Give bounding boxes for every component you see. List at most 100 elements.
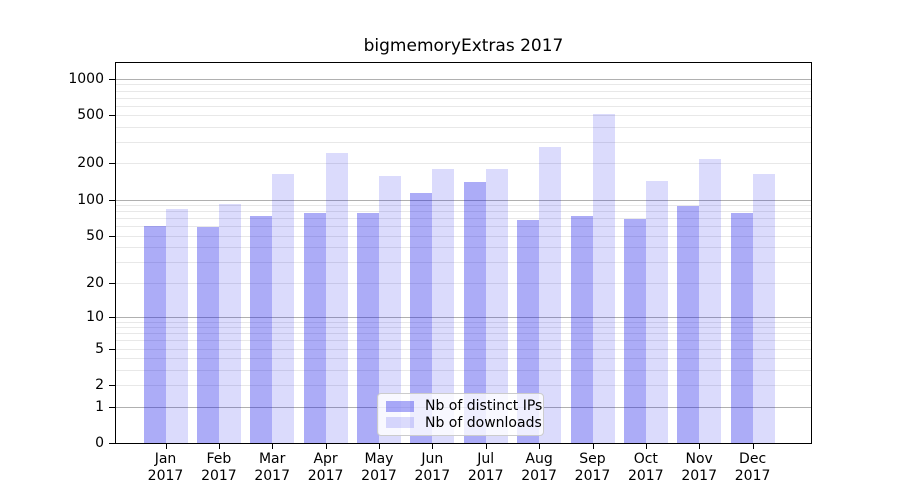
- bar-downloads-nov: [699, 158, 722, 443]
- gridline-minor-5: [116, 348, 811, 350]
- y-tick-label-0: 0: [95, 435, 104, 451]
- gridline-minor-90: [116, 205, 811, 207]
- gridline-minor-600: [116, 105, 811, 107]
- bar-downloads-jan: [165, 209, 188, 443]
- gridline-minor-70: [116, 218, 811, 220]
- x-tick-mark-sep: [592, 444, 594, 449]
- gridline-minor-800: [116, 90, 811, 92]
- y-tick-mark-100: [109, 199, 115, 201]
- gridline-minor-4: [116, 358, 811, 360]
- legend: Nb of distinct IPs Nb of downloads: [377, 393, 544, 436]
- y-tick-mark-5: [109, 348, 115, 350]
- gridline-minor-80: [116, 211, 811, 213]
- bar-downloads-feb: [218, 204, 241, 443]
- x-tick-label-aug: Aug 2017: [521, 451, 557, 484]
- y-tick-label-10: 10: [86, 308, 104, 325]
- legend-item-distinct-ips: Nb of distinct IPs: [386, 398, 542, 414]
- gridline-major-10: [116, 316, 811, 318]
- gridlines-layer: [116, 63, 811, 443]
- bar-distinct-ips-nov: [677, 205, 700, 443]
- x-tick-label-jan: Jan 2017: [147, 451, 184, 484]
- gridline-minor-400: [116, 127, 811, 128]
- x-tick-label-jun: Jun 2017: [414, 451, 451, 484]
- x-tick-mark-feb: [218, 444, 220, 449]
- gridline-major-100: [116, 199, 811, 201]
- gridline-minor-2: [116, 385, 811, 387]
- x-tick-mark-jun: [432, 444, 434, 449]
- x-tick-label-jul: Jul 2017: [467, 451, 504, 484]
- bar-distinct-ips-sep: [570, 216, 593, 443]
- bar-distinct-ips-jul: [463, 181, 486, 443]
- bar-distinct-ips-jun: [410, 192, 433, 443]
- x-tick-mark-oct: [645, 444, 647, 449]
- legend-item-downloads: Nb of downloads: [386, 415, 542, 431]
- legend-swatch-downloads: [386, 417, 414, 429]
- gridline-minor-500: [116, 115, 811, 117]
- x-tick-mark-may: [379, 444, 380, 449]
- bar-downloads-sep: [592, 114, 615, 443]
- bar-downloads-oct: [645, 180, 668, 443]
- y-tick-mark-200: [109, 163, 115, 165]
- x-tick-label-dec: Dec 2017: [734, 451, 771, 484]
- bar-distinct-ips-apr: [303, 212, 326, 443]
- y-tick-label-100: 100: [77, 191, 104, 208]
- x-tick-label-sep: Sep 2017: [574, 451, 611, 484]
- y-tick-mark-1000: [109, 78, 115, 80]
- bar-downloads-jul: [485, 168, 508, 443]
- gridline-major-1000: [116, 78, 811, 80]
- gridline-minor-50: [116, 235, 811, 237]
- x-tick-mark-mar: [272, 444, 274, 449]
- gridline-minor-6: [116, 340, 811, 342]
- gridline-minor-8: [116, 327, 811, 329]
- x-tick-label-oct: Oct 2017: [627, 451, 664, 484]
- x-tick-label-may: May 2017: [361, 451, 397, 484]
- gridline-minor-40: [116, 247, 811, 249]
- y-tick-mark-10: [109, 316, 115, 318]
- gridline-minor-9: [116, 321, 811, 323]
- x-tick-label-mar: Mar 2017: [254, 451, 290, 484]
- y-tick-label-1: 1: [95, 398, 104, 415]
- legend-label-distinct-ips: Nb of distinct IPs: [425, 398, 543, 415]
- y-tick-label-200: 200: [77, 155, 104, 172]
- bar-downloads-may: [379, 175, 401, 443]
- bar-distinct-ips-aug: [517, 219, 540, 443]
- y-tick-mark-1: [109, 406, 115, 408]
- legend-swatch-distinct-ips: [386, 400, 414, 412]
- x-tick-mark-dec: [752, 444, 754, 449]
- y-tick-mark-500: [109, 115, 115, 117]
- y-tick-mark-0: [109, 443, 115, 444]
- y-tick-label-1000: 1000: [68, 70, 104, 87]
- plot-area: [115, 62, 812, 444]
- x-tick-mark-jul: [485, 444, 487, 449]
- bar-distinct-ips-feb: [196, 227, 219, 443]
- gridline-minor-200: [116, 163, 811, 165]
- y-tick-mark-20: [109, 282, 115, 284]
- x-tick-label-feb: Feb 2017: [201, 451, 237, 484]
- x-tick-label-nov: Nov 2017: [681, 451, 717, 484]
- y-tick-label-500: 500: [77, 107, 104, 124]
- bar-distinct-ips-dec: [730, 213, 753, 443]
- bar-downloads-dec: [752, 174, 775, 443]
- y-tick-mark-50: [109, 235, 115, 237]
- gridline-minor-30: [116, 261, 811, 263]
- gridline-minor-300: [116, 142, 811, 144]
- y-tick-mark-2: [109, 385, 115, 387]
- bar-downloads-apr: [325, 153, 348, 443]
- y-tick-label-50: 50: [86, 227, 104, 244]
- bars-layer: [116, 63, 811, 443]
- y-tick-label-5: 5: [95, 340, 104, 357]
- bar-distinct-ips-oct: [623, 219, 646, 443]
- y-tick-label-20: 20: [86, 274, 104, 291]
- gridline-minor-60: [116, 226, 811, 228]
- gridline-minor-7: [116, 333, 811, 335]
- x-tick-label-apr: Apr 2017: [307, 451, 344, 484]
- bar-downloads-jun: [432, 168, 455, 443]
- bar-downloads-aug: [539, 146, 562, 443]
- x-tick-mark-jan: [165, 444, 167, 449]
- bar-distinct-ips-may: [357, 213, 379, 443]
- legend-label-downloads: Nb of downloads: [425, 414, 542, 431]
- gridline-minor-20: [116, 282, 811, 284]
- x-tick-mark-nov: [699, 444, 701, 449]
- bar-distinct-ips-mar: [250, 216, 273, 443]
